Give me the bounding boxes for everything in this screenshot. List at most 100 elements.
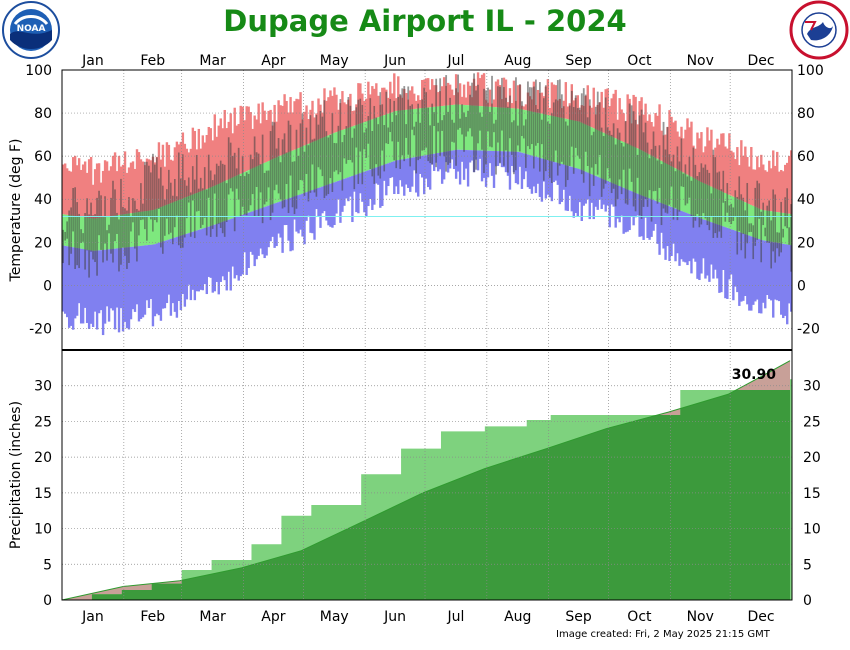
month-label-top: Nov [687, 53, 714, 69]
record-high-bar [540, 92, 544, 114]
record-high-bar [387, 97, 390, 114]
observed-temperature-bar [259, 164, 262, 193]
observed-temperature-bar [239, 175, 242, 218]
record-low-bar [227, 219, 230, 272]
record-low-bar [363, 171, 366, 213]
record-low-bar [323, 185, 326, 212]
record-low-bar [327, 184, 330, 226]
record-high-bar [115, 171, 119, 216]
record-high-bar [760, 154, 763, 210]
record-low-bar [107, 249, 111, 322]
record-low-bar [496, 151, 500, 166]
record-low-bar [287, 198, 290, 241]
record-low-bar [235, 216, 238, 276]
record-low-bar [195, 230, 199, 292]
observed-temperature-bar [158, 178, 160, 210]
observed-temperature-bar [273, 122, 276, 191]
record-high-bar [478, 78, 482, 107]
observed-temperature-bar [770, 220, 773, 269]
observed-temperature-bar [453, 122, 456, 143]
record-low-bar [752, 236, 755, 305]
record-low-bar [207, 226, 210, 277]
record-high-bar [660, 130, 663, 161]
observed-temperature-bar [740, 194, 743, 251]
observed-temperature-bar [672, 154, 675, 220]
record-low-bar [788, 244, 791, 304]
observed-temperature-bar [223, 164, 226, 237]
temp-tick-label-left: -20 [29, 321, 52, 337]
record-low-bar [508, 151, 512, 190]
record-low-bar [724, 227, 727, 299]
record-low-bar [119, 248, 123, 309]
record-high-bar [297, 99, 300, 149]
record-high-bar [133, 168, 137, 213]
observed-temperature-bar [207, 154, 210, 198]
observed-temperature-bar [219, 160, 222, 228]
observed-temperature-bar [307, 145, 310, 202]
observed-temperature-bar [243, 176, 246, 215]
record-high-bar [664, 134, 667, 163]
record-low-bar [594, 175, 597, 207]
record-low-bar [456, 149, 460, 172]
observed-temperature-bar [68, 210, 71, 266]
observed-temperature-bar [427, 107, 430, 162]
observed-temperature-bar [435, 78, 438, 168]
observed-temperature-bar [724, 201, 727, 222]
record-low-bar [311, 190, 314, 234]
record-low-bar [616, 185, 619, 219]
record-low-bar [686, 213, 689, 266]
record-low-bar [209, 226, 212, 278]
record-low-bar [243, 214, 246, 253]
observed-temperature-bar [519, 84, 521, 152]
record-low-bar [646, 197, 649, 238]
observed-temperature-bar [586, 117, 589, 166]
record-high-bar [430, 79, 434, 108]
record-low-bar [754, 237, 757, 302]
record-high-bar [173, 147, 177, 202]
record-high-bar [107, 170, 111, 217]
record-low-bar [728, 228, 731, 280]
record-high-bar [137, 152, 141, 213]
record-low-bar [656, 201, 659, 244]
record-high-bar [752, 169, 755, 206]
record-low-bar [486, 150, 490, 178]
record-low-bar [436, 153, 440, 172]
observed-temperature-bar [614, 144, 617, 207]
record-low-bar [488, 150, 492, 164]
observed-temperature-bar [150, 172, 152, 220]
record-low-bar [147, 245, 151, 308]
record-low-bar [301, 193, 304, 237]
observed-temperature-bar [325, 131, 328, 196]
record-high-bar [353, 110, 356, 126]
observed-temperature-bar [96, 197, 99, 276]
observed-temperature-bar [199, 177, 202, 228]
record-low-bar [137, 246, 141, 322]
observed-temperature-bar [588, 99, 591, 197]
observed-temperature-bar [349, 105, 352, 160]
record-low-bar [291, 197, 294, 251]
record-high-bar [291, 112, 294, 151]
temp-tick-label-left: 100 [25, 63, 52, 79]
svg-text:NOAA: NOAA [17, 24, 46, 34]
observed-temperature-bar [421, 99, 424, 151]
observed-temperature-bar [62, 229, 65, 264]
observed-temperature-bar [148, 165, 150, 217]
record-high-bar [688, 127, 691, 176]
temp-tick-label-right: -20 [797, 321, 820, 337]
record-high-bar [464, 97, 468, 106]
record-low-bar [331, 183, 334, 228]
record-low-bar [584, 171, 587, 204]
record-low-bar [782, 243, 785, 319]
record-low-bar [377, 166, 380, 185]
record-high-bar [762, 164, 765, 211]
record-low-bar [784, 244, 787, 316]
record-high-bar [75, 165, 79, 217]
normal-range-bar [355, 125, 358, 175]
observed-temperature-bar [732, 207, 735, 221]
record-low-bar [281, 200, 284, 253]
observed-temperature-bar [443, 115, 446, 157]
record-low-bar [776, 242, 779, 301]
normal-range-bar [197, 192, 201, 230]
record-high-bar [442, 77, 446, 106]
record-low-bar [734, 230, 737, 287]
